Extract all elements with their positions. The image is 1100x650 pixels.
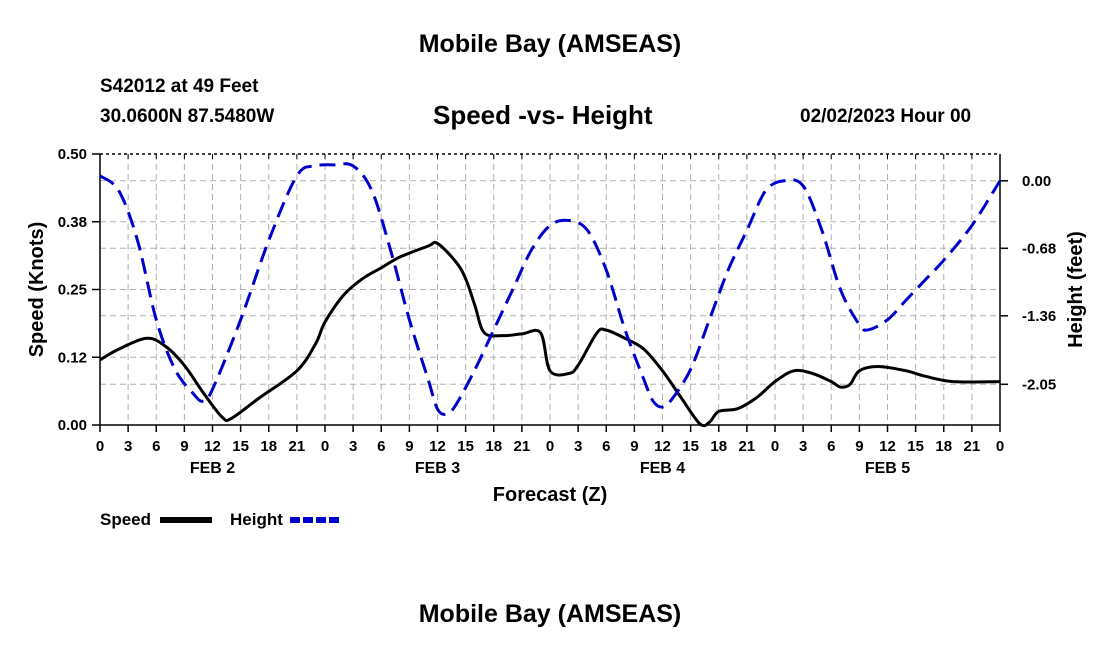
- x-tick-label: 3: [349, 438, 357, 455]
- y-right-tick-label: -0.68: [1022, 240, 1056, 257]
- x-tick-label: 12: [204, 438, 221, 455]
- x-tick-label: 9: [180, 438, 188, 455]
- x-tick-label: 9: [405, 438, 413, 455]
- x-tick-label: 3: [799, 438, 807, 455]
- x-tick-label: 21: [289, 438, 306, 455]
- station-label: S42012 at 49 Feet: [100, 76, 259, 97]
- y-left-tick-label: 0.50: [58, 146, 87, 163]
- y-right-tick-label: -2.05: [1022, 376, 1056, 393]
- y-left-tick-label: 0.12: [58, 349, 87, 366]
- x-tick-label: 0: [546, 438, 554, 455]
- chart-title: Mobile Bay (AMSEAS): [418, 30, 682, 58]
- x-tick-label: 18: [710, 438, 727, 455]
- x-tick-label: 15: [232, 438, 249, 455]
- y-left-tick-label: 0.00: [58, 417, 87, 434]
- x-tick-label: 9: [630, 438, 638, 455]
- x-tick-label: 15: [457, 438, 474, 455]
- x-tick-label: 21: [514, 438, 531, 455]
- day-label: FEB 2: [190, 460, 235, 477]
- series-line-height: [99, 162, 1002, 416]
- day-label: FEB 3: [415, 460, 460, 477]
- y-right-tick-label: -1.36: [1022, 308, 1056, 325]
- x-tick-label: 18: [935, 438, 952, 455]
- y-left-axis-title: Speed (Knots): [26, 222, 48, 358]
- x-tick-label: 18: [260, 438, 277, 455]
- legend-label-height: Height: [230, 510, 283, 529]
- day-label: FEB 5: [865, 460, 910, 477]
- y-right-tick-label: 0.00: [1022, 173, 1051, 190]
- day-label: FEB 4: [640, 460, 685, 477]
- y-right-axis-title: Height (feet): [1065, 231, 1087, 348]
- x-tick-label: 21: [964, 438, 981, 455]
- x-tick-label: 0: [996, 438, 1004, 455]
- x-tick-label: 3: [574, 438, 582, 455]
- series-line-speed: [99, 240, 1001, 428]
- x-tick-label: 12: [429, 438, 446, 455]
- coordinates-label: 30.0600N 87.5480W: [100, 106, 275, 127]
- x-tick-label: 15: [682, 438, 699, 455]
- y-left-tick-label: 0.38: [58, 214, 87, 231]
- footer-title: Mobile Bay (AMSEAS): [418, 600, 682, 628]
- x-tick-label: 6: [152, 438, 160, 455]
- x-tick-label: 18: [485, 438, 502, 455]
- x-tick-label: 0: [96, 438, 104, 455]
- x-tick-label: 12: [654, 438, 671, 455]
- x-tick-label: 6: [602, 438, 610, 455]
- x-tick-label: 6: [827, 438, 835, 455]
- x-tick-label: 15: [907, 438, 924, 455]
- x-tick-label: 3: [124, 438, 132, 455]
- x-tick-label: 12: [879, 438, 896, 455]
- chart-subtitle: Speed -vs- Height: [433, 100, 653, 130]
- x-tick-label: 0: [321, 438, 329, 455]
- x-tick-label: 21: [739, 438, 756, 455]
- x-tick-label: 6: [377, 438, 385, 455]
- legend-label-speed: Speed: [100, 510, 151, 529]
- forecast-datetime: 02/02/2023 Hour 00: [800, 106, 972, 127]
- y-left-tick-label: 0.25: [58, 282, 87, 299]
- x-tick-label: 9: [855, 438, 863, 455]
- x-axis-title: Forecast (Z): [493, 484, 607, 506]
- x-tick-label: 0: [771, 438, 779, 455]
